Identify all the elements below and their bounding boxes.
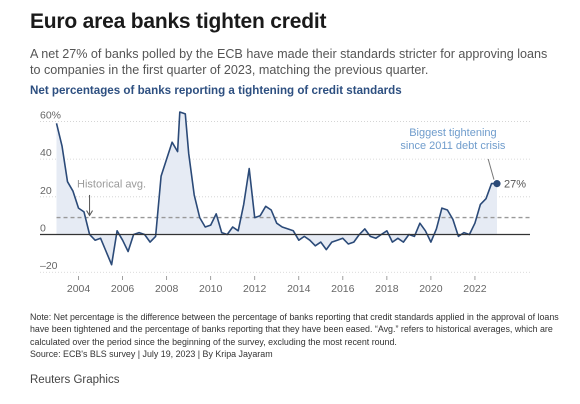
grid-lines bbox=[40, 121, 530, 273]
x-tick-label: 2010 bbox=[199, 283, 223, 295]
y-tick-label: 40 bbox=[40, 147, 52, 159]
shaded-area bbox=[56, 112, 497, 265]
chart-subtitle: A net 27% of banks polled by the ECB hav… bbox=[30, 47, 548, 77]
x-tick-label: 2004 bbox=[67, 283, 91, 295]
end-value-label: 27% bbox=[504, 179, 526, 191]
area-layer bbox=[56, 112, 497, 265]
biggest-tightening-label: Biggest tightening bbox=[409, 127, 496, 139]
historical-avg-label: Historical avg. bbox=[77, 178, 146, 190]
x-tick-label: 2016 bbox=[331, 283, 355, 295]
endpoint-marker bbox=[493, 180, 501, 188]
source-line: Source: ECB's BLS survey | July 19, 2023… bbox=[30, 349, 273, 359]
axis-layer: 60% 40 20 0 –20 2004 2006 2008 2010 2012 2014 2016 2… bbox=[40, 109, 530, 295]
x-tick-label: 2012 bbox=[243, 283, 267, 295]
x-tick-label: 2008 bbox=[155, 283, 179, 295]
x-tick-label: 2020 bbox=[419, 283, 443, 295]
footnote: Note: Net percentage is the difference b… bbox=[30, 312, 559, 347]
y-tick-label: 20 bbox=[40, 185, 52, 197]
brand-label: Reuters Graphics bbox=[30, 374, 120, 386]
series-layer bbox=[55, 111, 501, 266]
historical-avg-arrowhead bbox=[86, 210, 93, 217]
x-tick-label: 2018 bbox=[375, 283, 399, 295]
annotation-layer: 27% Historical avg. Biggest tighteningsinc… bbox=[77, 127, 526, 217]
biggest-tightening-label: since 2011 debt crisis bbox=[400, 140, 505, 152]
x-tick-label: 2022 bbox=[463, 283, 487, 295]
series-line bbox=[55, 111, 497, 266]
x-tick-label: 2014 bbox=[287, 283, 311, 295]
y-tick-label: 60% bbox=[40, 109, 61, 121]
x-tick-label: 2006 bbox=[111, 283, 135, 295]
chart-heading: Net percentages of banks reporting a tig… bbox=[30, 84, 402, 97]
y-tick-label: –20 bbox=[40, 260, 58, 272]
biggest-tightening-pointer bbox=[487, 158, 495, 180]
y-tick-label: 0 bbox=[40, 223, 46, 235]
chart-title: Euro area banks tighten credit bbox=[30, 10, 327, 33]
